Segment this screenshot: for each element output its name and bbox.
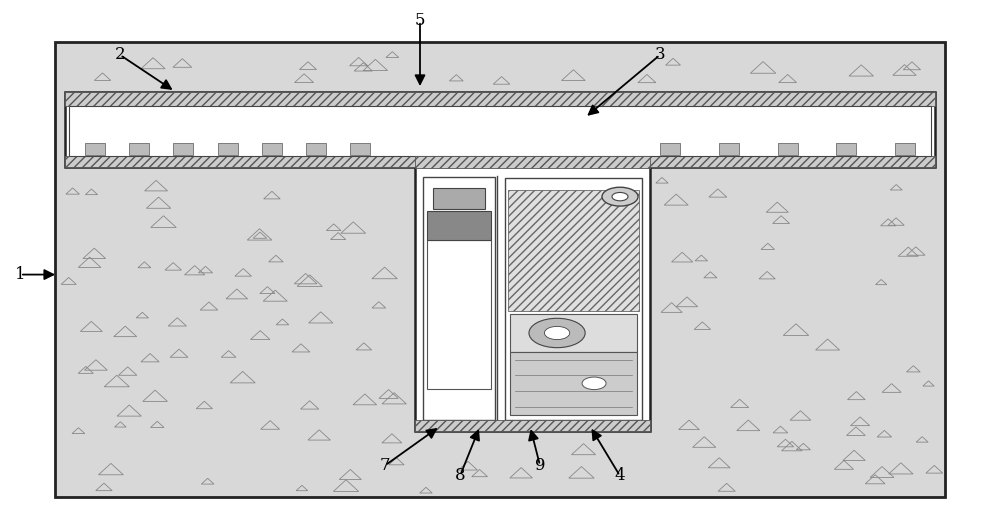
Text: 8: 8 [455, 468, 465, 484]
Bar [423, 177, 495, 420]
Circle shape [612, 192, 628, 201]
Bar [508, 190, 639, 311]
Bar [69, 106, 931, 156]
Bar [306, 143, 326, 155]
Bar [433, 188, 485, 209]
Bar [836, 143, 856, 155]
Bar [173, 143, 193, 155]
Bar [427, 240, 491, 389]
Text: 2: 2 [115, 47, 125, 63]
Bar [85, 143, 105, 155]
Bar [55, 42, 945, 497]
Bar [65, 92, 935, 167]
Bar [895, 143, 915, 155]
Bar [505, 178, 642, 420]
Text: 1: 1 [15, 266, 25, 283]
Bar [262, 143, 282, 155]
Bar [510, 314, 637, 353]
Circle shape [529, 319, 585, 348]
Bar [415, 156, 650, 168]
Text: 3: 3 [655, 47, 665, 63]
Bar [778, 143, 798, 155]
Text: 9: 9 [535, 457, 545, 474]
Text: 4: 4 [615, 468, 625, 484]
Circle shape [602, 187, 638, 206]
Bar [415, 420, 650, 431]
Bar [65, 156, 935, 167]
Bar [350, 143, 370, 155]
Bar [427, 211, 491, 240]
Bar [415, 165, 650, 431]
Text: 5: 5 [415, 13, 425, 29]
Bar [129, 143, 149, 155]
Bar [218, 143, 238, 155]
Circle shape [582, 377, 606, 390]
Circle shape [544, 326, 570, 339]
Text: 7: 7 [380, 457, 390, 474]
Bar [65, 92, 935, 106]
Bar [510, 352, 637, 415]
Bar [660, 143, 680, 155]
Bar [719, 143, 739, 155]
